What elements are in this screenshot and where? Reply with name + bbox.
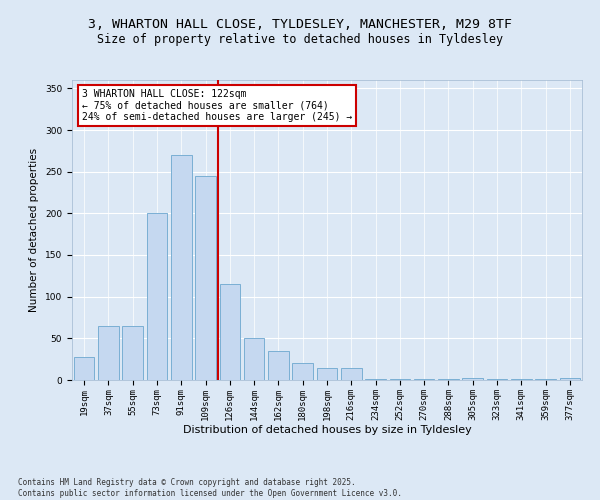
Bar	[220, 284, 240, 380]
Bar	[171, 155, 191, 380]
Bar	[389, 379, 410, 380]
Y-axis label: Number of detached properties: Number of detached properties	[29, 148, 40, 312]
Text: Contains HM Land Registry data © Crown copyright and database right 2025.
Contai: Contains HM Land Registry data © Crown c…	[18, 478, 402, 498]
Bar	[122, 326, 143, 380]
Bar	[511, 379, 532, 380]
Bar	[487, 379, 508, 380]
Bar	[74, 356, 94, 380]
Bar	[414, 379, 434, 380]
Bar	[341, 368, 362, 380]
Bar	[146, 214, 167, 380]
Text: 3 WHARTON HALL CLOSE: 122sqm
← 75% of detached houses are smaller (764)
24% of s: 3 WHARTON HALL CLOSE: 122sqm ← 75% of de…	[82, 89, 352, 122]
Bar	[438, 379, 459, 380]
Text: Size of property relative to detached houses in Tyldesley: Size of property relative to detached ho…	[97, 32, 503, 46]
Bar	[98, 326, 119, 380]
Bar	[463, 378, 483, 380]
Bar	[292, 364, 313, 380]
Bar	[317, 368, 337, 380]
Bar	[244, 338, 265, 380]
Bar	[195, 176, 216, 380]
Bar	[268, 351, 289, 380]
X-axis label: Distribution of detached houses by size in Tyldesley: Distribution of detached houses by size …	[182, 426, 472, 436]
Text: 3, WHARTON HALL CLOSE, TYLDESLEY, MANCHESTER, M29 8TF: 3, WHARTON HALL CLOSE, TYLDESLEY, MANCHE…	[88, 18, 512, 30]
Bar	[535, 379, 556, 380]
Bar	[560, 378, 580, 380]
Bar	[365, 379, 386, 380]
